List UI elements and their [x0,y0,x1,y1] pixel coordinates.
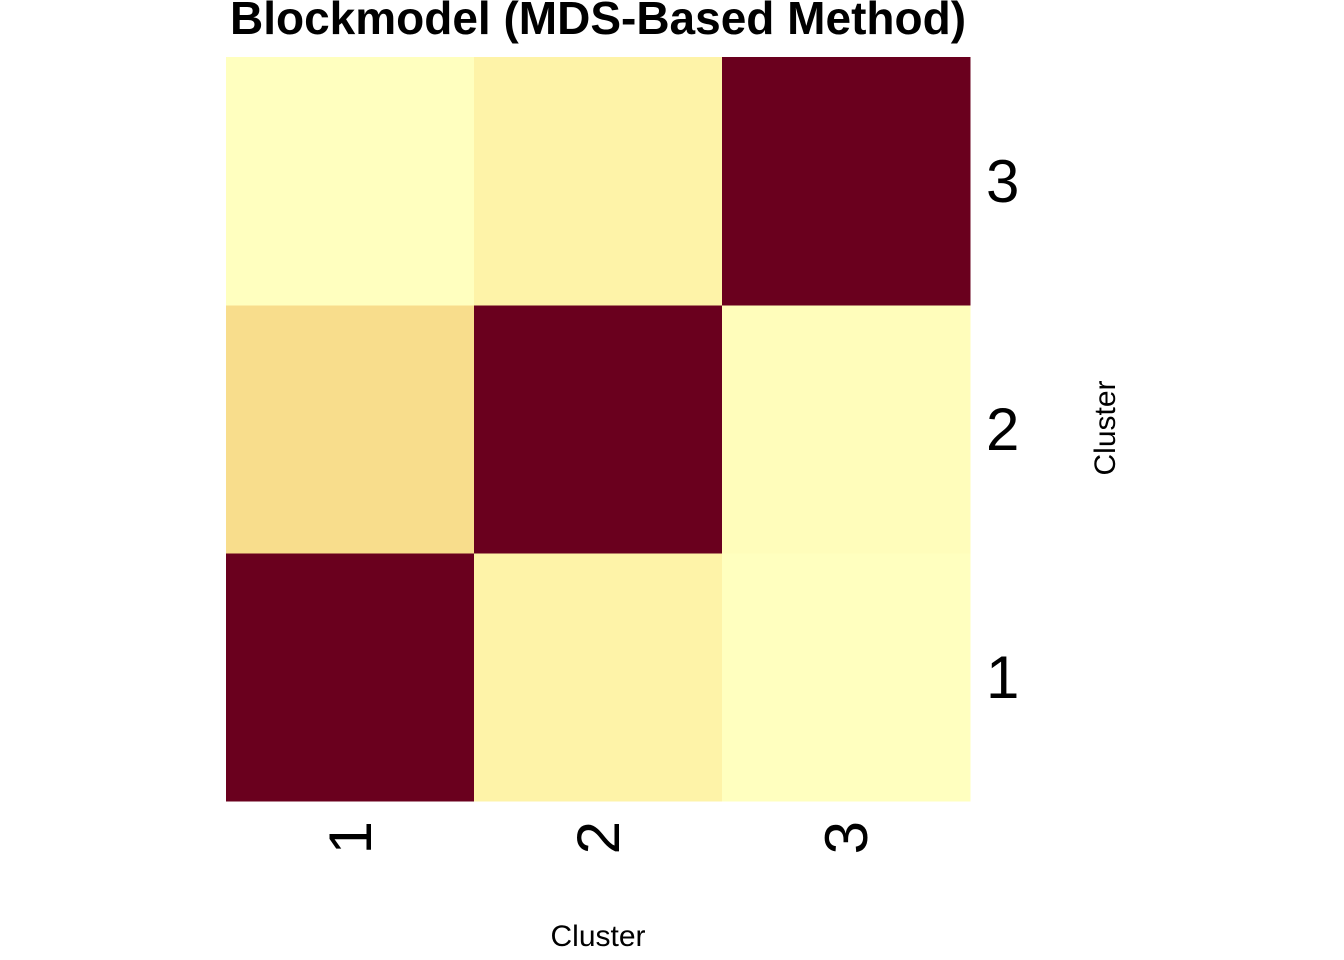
heatmap-cell-3-1 [226,57,475,306]
heatmap-cell-2-1 [226,305,475,554]
heatmap-cell-2-3 [722,305,971,554]
y-tick-label: 3 [986,148,1019,215]
heatmap-cells [226,57,971,802]
y-tick-label: 1 [986,644,1019,711]
x-tick-labels: 1 2 3 [317,821,880,854]
heatmap-cell-3-2 [474,57,723,306]
x-tick-label: 1 [317,821,384,854]
chart-title: Blockmodel (MDS-Based Method) [230,0,966,44]
x-axis-label: Cluster [550,920,645,953]
heatmap-cell-1-1 [226,553,475,802]
x-tick-label: 3 [813,821,880,854]
heatmap-cell-1-2 [474,553,723,802]
heatmap-cell-1-3 [722,553,971,802]
heatmap-cell-2-2 [474,305,723,554]
y-tick-label: 2 [986,396,1019,463]
y-axis-label: Cluster [1089,380,1122,475]
x-tick-label: 2 [565,821,632,854]
y-tick-labels: 1 2 3 [986,148,1019,711]
heatmap-cell-3-3 [722,57,971,306]
